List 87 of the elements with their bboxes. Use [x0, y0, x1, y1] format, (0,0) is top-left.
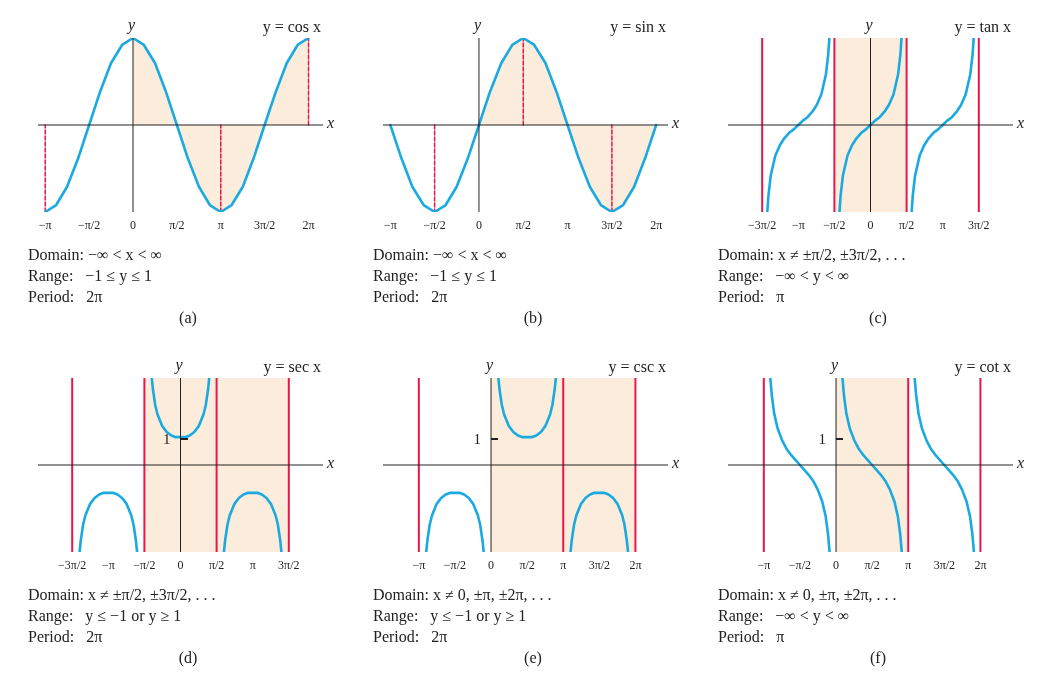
x-axis-title: x: [327, 114, 335, 132]
x-tick-label: −π/2: [78, 217, 101, 232]
x-tick-label: π: [560, 557, 567, 572]
text: Period: 2π: [373, 627, 449, 647]
x-tick-label: π/2: [898, 217, 915, 232]
text: (d): [177, 648, 199, 668]
annotation: 1: [472, 429, 482, 449]
x-axis-title: x: [672, 114, 680, 132]
chart-title: y = cot x: [952, 358, 1013, 376]
x-tick-label: 3π/2: [253, 217, 276, 232]
x-tick-label: π: [939, 217, 946, 232]
text: (c): [868, 308, 888, 328]
x-axis-title: x: [1017, 114, 1025, 132]
x-axis-title: x: [327, 454, 335, 472]
text: Range: −1 ≤ y ≤ 1: [373, 266, 498, 286]
text: Domain: x ≠ 0, ±π, ±2π, . . .: [718, 585, 898, 605]
annotation: 1: [162, 429, 171, 449]
x-tick-label: 2π: [974, 557, 987, 572]
x-tick-label: 2π: [629, 557, 642, 572]
x-tick-label: π/2: [864, 557, 880, 572]
x-tick-label: −π/2: [423, 217, 446, 232]
text: Range: −1 ≤ y ≤ 1: [28, 266, 153, 286]
y-axis-title: y: [486, 356, 494, 374]
text: Period: π: [718, 627, 786, 647]
x-tick-label: −π: [383, 217, 397, 232]
x-tick-label: −π: [791, 217, 805, 232]
x-tick-label: −π: [757, 557, 771, 572]
x-tick-label: 0: [867, 217, 874, 232]
annotation: 1: [817, 429, 827, 449]
chart-title: y = csc x: [606, 358, 668, 376]
text: Period: 2π: [373, 287, 449, 307]
y-axis-title: y: [128, 16, 136, 34]
text: Domain: −∞ < x < ∞: [373, 245, 508, 265]
x-tick-label: 2π: [302, 217, 315, 232]
x-tick-label: 2π: [650, 217, 663, 232]
x-tick-label: 0: [833, 557, 840, 572]
x-tick-label: 3π/2: [933, 557, 956, 572]
x-tick-label: −3π/2: [748, 217, 777, 232]
x-tick-label: π: [249, 557, 256, 572]
x-tick-label: π: [217, 217, 224, 232]
chart-title: y = tan x: [952, 18, 1013, 36]
text: Range: −∞ < y < ∞: [718, 266, 851, 286]
x-tick-label: π: [905, 557, 912, 572]
x-tick-label: −π/2: [788, 557, 812, 572]
x-tick-label: −π/2: [443, 557, 467, 572]
x-tick-label: 3π/2: [278, 557, 300, 572]
x-tick-label: 0: [177, 557, 184, 572]
x-tick-label: 0: [130, 217, 136, 232]
x-axis-title: x: [1017, 454, 1025, 472]
text: Domain: −∞ < x < ∞: [28, 245, 163, 265]
text: Domain: x ≠ ±π/2, ±3π/2, . . .: [28, 585, 217, 605]
x-tick-label: π: [564, 217, 571, 232]
x-tick-label: 3π/2: [968, 217, 990, 232]
chart-title: y = cos x: [260, 18, 323, 36]
x-tick-label: π/2: [515, 217, 531, 232]
y-axis-title: y: [175, 356, 183, 374]
y-axis-title: y: [831, 356, 839, 374]
x-tick-label: 0: [475, 217, 482, 232]
x-tick-label: −π: [101, 557, 115, 572]
x-tick-label: 3π/2: [588, 557, 611, 572]
x-tick-label: π/2: [169, 217, 185, 232]
x-tick-label: −3π/2: [58, 557, 87, 572]
text: (a): [178, 308, 198, 328]
text: Range: y ≤ −1 or y ≥ 1: [28, 606, 183, 626]
text: Domain: x ≠ 0, ±π, ±2π, . . .: [373, 585, 553, 605]
text: Period: π: [718, 287, 786, 307]
y-axis-title: y: [473, 16, 482, 34]
chart-title: y = sin x: [608, 18, 668, 36]
x-tick-label: π/2: [519, 557, 535, 572]
x-tick-label: 3π/2: [601, 217, 623, 232]
x-tick-label: 0: [488, 557, 495, 572]
text: Period: 2π: [28, 627, 104, 647]
chart-title: y = sec x: [261, 358, 323, 376]
x-tick-label: π/2: [208, 557, 225, 572]
y-axis-title: y: [865, 16, 873, 34]
text: (e): [523, 648, 543, 668]
text: Domain: x ≠ ±π/2, ±3π/2, . . .: [718, 245, 907, 265]
x-tick-label: −π/2: [823, 217, 846, 232]
text: Period: 2π: [28, 287, 104, 307]
x-tick-label: −π: [412, 557, 426, 572]
text: (f): [869, 648, 887, 668]
x-tick-label: −π: [38, 217, 52, 232]
x-tick-label: −π/2: [133, 557, 156, 572]
text: Range: y ≤ −1 or y ≥ 1: [373, 606, 528, 626]
x-axis-title: x: [672, 454, 680, 472]
text: Range: −∞ < y < ∞: [718, 606, 851, 626]
text: (b): [522, 308, 544, 328]
